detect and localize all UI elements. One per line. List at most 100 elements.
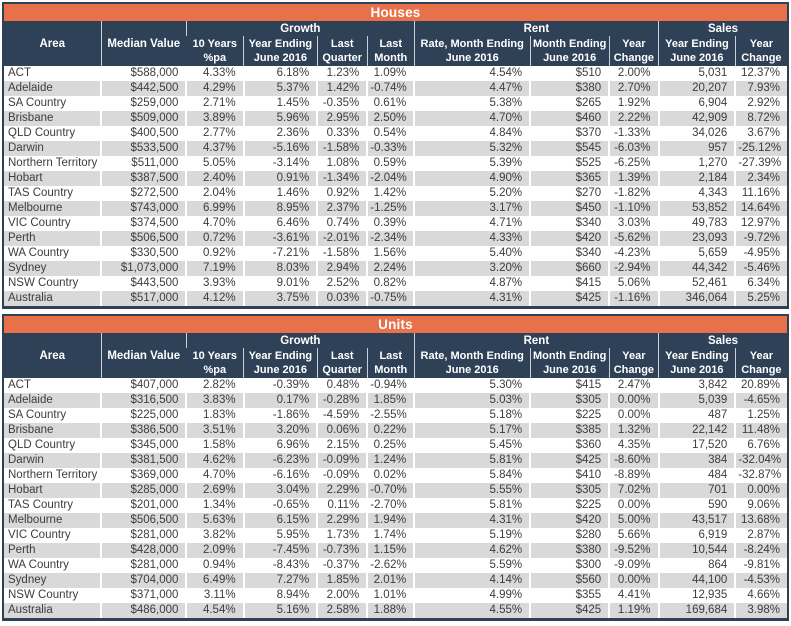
value-cell: 1.94% xyxy=(366,513,415,528)
value-cell: 1.42% xyxy=(316,81,368,96)
value-cell: 5.66% xyxy=(608,528,659,543)
value-cell: -1.25% xyxy=(366,201,415,216)
value-cell: 2.47% xyxy=(608,378,659,393)
table-row-hobart: Hobart $387,500 2.40% 0.91% -1.34% -2.04% 4.90… xyxy=(4,171,787,186)
value-cell: 4,343 xyxy=(657,186,736,201)
area-cell: WA Country xyxy=(8,247,69,259)
value-cell: 4.70% xyxy=(185,468,244,483)
value-cell: $560 xyxy=(529,573,610,588)
value-cell: 44,342 xyxy=(657,261,736,276)
area-cell: Australia xyxy=(8,604,53,616)
value-cell: 2,184 xyxy=(657,171,736,186)
value-cell: 1.42% xyxy=(366,186,415,201)
value-cell: 2.82% xyxy=(185,378,244,393)
value-cell: $201,000 xyxy=(100,498,187,513)
value-cell: 1.34% xyxy=(185,498,244,513)
column-header-month-ending-june-2016: Month Ending June 2016 xyxy=(529,36,610,66)
table-row-nsw-country: NSW Country $371,000 3.11% 8.94% 2.00% 1.01% 4… xyxy=(4,588,787,603)
value-cell: -0.73% xyxy=(316,543,368,558)
value-cell: 0.00% xyxy=(734,483,787,498)
value-cell: 5.59% xyxy=(413,558,531,573)
value-cell: 12.97% xyxy=(734,216,787,231)
value-cell: -8.43% xyxy=(242,558,318,573)
area-cell: Northern Territory xyxy=(8,157,98,169)
value-cell: 3.75% xyxy=(242,291,318,306)
value-cell: 4.33% xyxy=(413,231,531,246)
value-cell: 5.55% xyxy=(413,483,531,498)
area-cell: NSW Country xyxy=(8,589,79,601)
value-cell: $387,500 xyxy=(100,171,187,186)
value-cell: -4.65% xyxy=(734,393,787,408)
column-header-median-value: Median Value xyxy=(100,333,187,378)
value-cell: 4.90% xyxy=(413,171,531,186)
units-table-body: ACT $407,000 2.82% -0.39% 0.48% -0.94% 5.30% $4… xyxy=(4,378,787,618)
area-cell: Northern Territory xyxy=(8,469,98,481)
value-cell: -9.52% xyxy=(608,543,659,558)
value-cell: -4.23% xyxy=(608,246,659,261)
area-cell: Hobart xyxy=(8,484,43,496)
value-cell: $460 xyxy=(529,111,610,126)
value-cell: -0.94% xyxy=(366,378,415,393)
table-row-vic-country: VIC Country $374,500 4.70% 6.46% 0.74% 0.39% 4… xyxy=(4,216,787,231)
value-cell: 34,026 xyxy=(657,126,736,141)
value-cell: 7.27% xyxy=(242,573,318,588)
table-row-australia: Australia $486,000 4.54% 5.16% 2.58% 1.88% 4.5… xyxy=(4,603,787,618)
value-cell: 4.70% xyxy=(413,111,531,126)
column-header-year-change: Year Change xyxy=(608,348,659,378)
value-cell: -3.14% xyxy=(242,156,318,171)
value-cell: 20,207 xyxy=(657,81,736,96)
value-cell: 2.01% xyxy=(366,573,415,588)
value-cell: 8.95% xyxy=(242,201,318,216)
value-cell: -8.89% xyxy=(608,468,659,483)
value-cell: 2.37% xyxy=(316,201,368,216)
value-cell: 5.37% xyxy=(242,81,318,96)
value-cell: 3.20% xyxy=(242,423,318,438)
value-cell: $442,500 xyxy=(100,81,187,96)
value-cell: 1.92% xyxy=(608,96,659,111)
area-cell: Adelaide xyxy=(8,394,53,406)
value-cell: 3.83% xyxy=(185,393,244,408)
value-cell: $259,000 xyxy=(100,96,187,111)
table-row-melbourne: Melbourne $506,500 5.63% 6.15% 2.29% 1.94% 4.3… xyxy=(4,513,787,528)
area-cell: QLD Country xyxy=(8,439,76,451)
value-cell: 1.58% xyxy=(185,438,244,453)
value-cell: -8.24% xyxy=(734,543,787,558)
value-cell: 5.06% xyxy=(608,276,659,291)
value-cell: 3.51% xyxy=(185,423,244,438)
value-cell: $425 xyxy=(529,603,610,618)
value-cell: 8.94% xyxy=(242,588,318,603)
area-cell: Brisbane xyxy=(8,424,54,436)
value-cell: 11.48% xyxy=(734,423,787,438)
value-cell: 0.11% xyxy=(316,498,368,513)
value-cell: 5.45% xyxy=(413,438,531,453)
column-header-area: Area xyxy=(4,21,102,66)
table-row-nsw-country: NSW Country $443,500 3.93% 9.01% 2.52% 0.82% 4… xyxy=(4,276,787,291)
value-cell: $1,073,000 xyxy=(100,261,187,276)
value-cell: 4.12% xyxy=(185,291,244,306)
value-cell: 6.46% xyxy=(242,216,318,231)
area-cell: Sydney xyxy=(8,262,47,274)
table-row-wa-country: WA Country $281,000 0.94% -8.43% -0.37% -2.62… xyxy=(4,558,787,573)
value-cell: -1.58% xyxy=(316,246,368,261)
column-header-last-quarter: Last Quarter xyxy=(316,36,368,66)
value-cell: -0.35% xyxy=(316,96,368,111)
value-cell: $365 xyxy=(529,171,610,186)
value-cell: -5.62% xyxy=(608,231,659,246)
value-cell: -25.12% xyxy=(734,141,787,156)
value-cell: 4.54% xyxy=(185,603,244,618)
value-cell: 1.46% xyxy=(242,186,318,201)
area-cell: SA Country xyxy=(8,409,67,421)
value-cell: 1.01% xyxy=(366,588,415,603)
value-cell: $410 xyxy=(529,468,610,483)
table-row-vic-country: VIC Country $281,000 3.82% 5.95% 1.73% 1.74% 5… xyxy=(4,528,787,543)
value-cell: 6.15% xyxy=(242,513,318,528)
value-cell: 3.17% xyxy=(413,201,531,216)
table-row-sydney: Sydney $1,073,000 7.19% 8.03% 2.94% 2.24% 3.20… xyxy=(4,261,787,276)
table-row-northern-territory: Northern Territory $369,000 4.70% -6.16% -0.… xyxy=(4,468,787,483)
value-cell: 0.02% xyxy=(366,468,415,483)
value-cell: -4.53% xyxy=(734,573,787,588)
column-header-last-month: Last Month xyxy=(366,348,415,378)
value-cell: 5,031 xyxy=(657,66,736,81)
value-cell: 0.00% xyxy=(608,393,659,408)
value-cell: $385 xyxy=(529,423,610,438)
